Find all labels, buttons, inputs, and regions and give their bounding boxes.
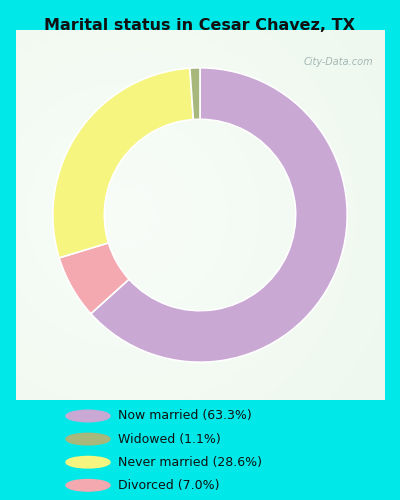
Text: Now married (63.3%): Now married (63.3%) [118, 410, 252, 422]
Wedge shape [91, 68, 347, 362]
Text: Widowed (1.1%): Widowed (1.1%) [118, 432, 221, 446]
Circle shape [66, 480, 110, 491]
Wedge shape [59, 243, 129, 314]
Text: City-Data.com: City-Data.com [303, 57, 373, 67]
Text: Divorced (7.0%): Divorced (7.0%) [118, 479, 220, 492]
Wedge shape [190, 68, 200, 120]
Text: Never married (28.6%): Never married (28.6%) [118, 456, 262, 468]
Text: Marital status in Cesar Chavez, TX: Marital status in Cesar Chavez, TX [44, 18, 356, 32]
Circle shape [66, 456, 110, 468]
Circle shape [66, 434, 110, 445]
Wedge shape [53, 68, 193, 258]
Circle shape [66, 410, 110, 422]
